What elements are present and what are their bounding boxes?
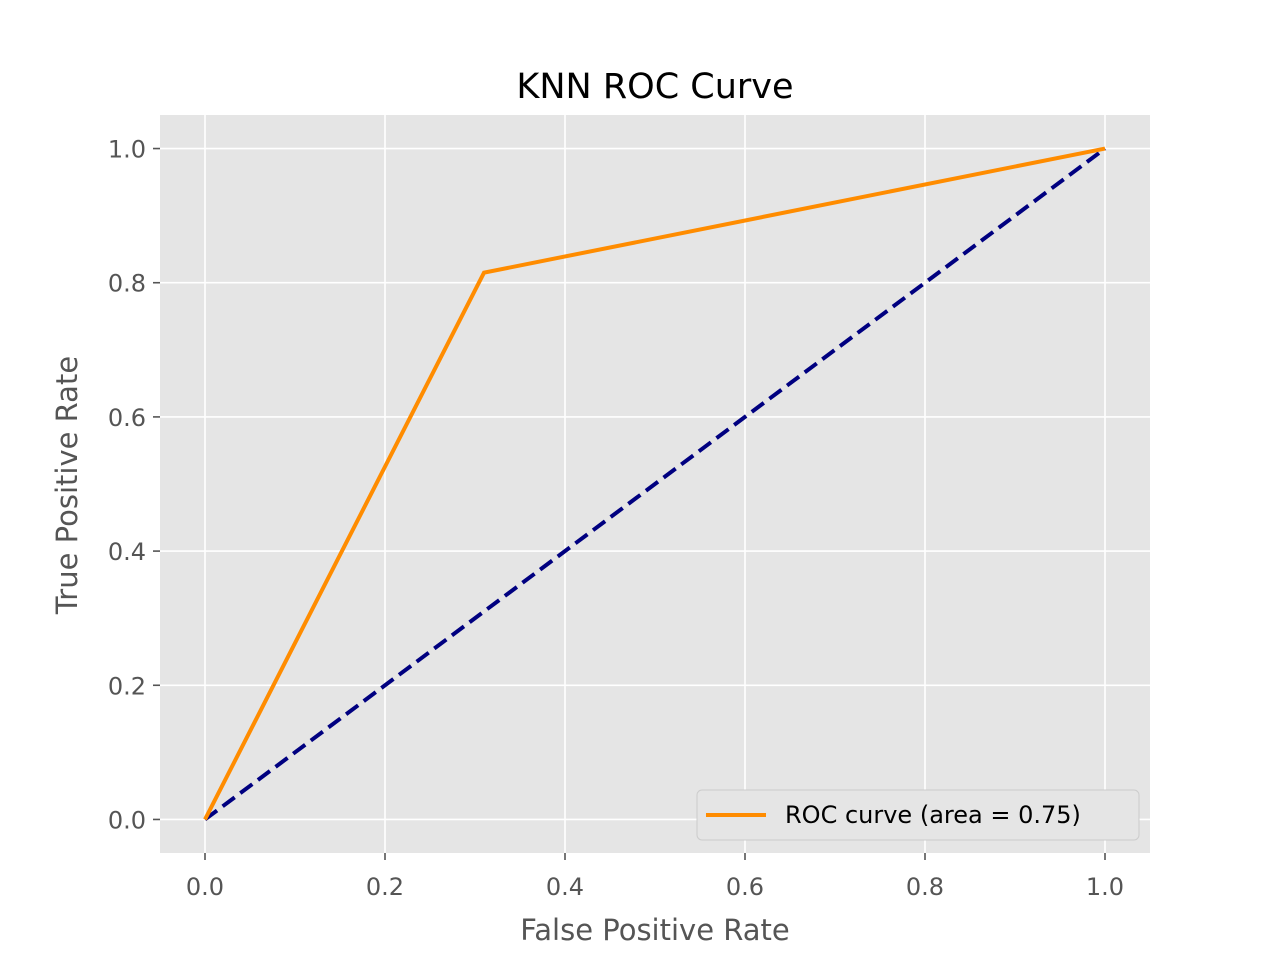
- y-tick-label: 0.2: [108, 672, 146, 700]
- x-tick-label: 1.0: [1086, 873, 1124, 901]
- x-tick-label: 0.0: [186, 873, 224, 901]
- y-axis-label: True Positive Rate: [50, 356, 84, 615]
- x-tick-label: 0.4: [546, 873, 584, 901]
- y-tick-label: 0.4: [108, 538, 146, 566]
- x-tick-label: 0.2: [366, 873, 404, 901]
- series-lines: [203, 146, 1107, 822]
- roc-curve-line: [203, 146, 1106, 821]
- y-tick-label: 1.0: [108, 136, 146, 164]
- y-axis-ticks: 0.0 0.2 0.4 0.6 0.8 1.0: [108, 136, 160, 834]
- x-axis-ticks: 0.0 0.2 0.4 0.6 0.8 1.0: [186, 853, 1124, 901]
- x-tick-label: 0.6: [726, 873, 764, 901]
- chart-title: KNN ROC Curve: [516, 67, 793, 107]
- legend: ROC curve (area = 0.75): [696, 789, 1140, 841]
- y-tick-label: 0.6: [108, 404, 146, 432]
- legend-label-roc: ROC curve (area = 0.75): [785, 801, 1081, 829]
- diagonal-reference-line: [203, 146, 1107, 822]
- y-tick-label: 0.8: [108, 270, 146, 298]
- x-axis-label: False Positive Rate: [520, 913, 790, 947]
- x-tick-label: 0.8: [906, 873, 944, 901]
- y-tick-label: 0.0: [108, 806, 146, 834]
- legend-box: [696, 789, 1140, 841]
